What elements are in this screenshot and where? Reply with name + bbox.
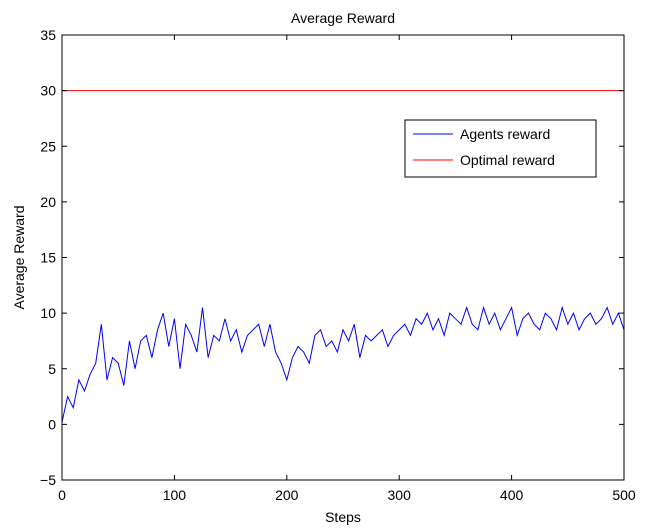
series-layer xyxy=(61,90,625,423)
y-tick-label: −5 xyxy=(40,472,56,488)
legend: Agents reward Optimal reward xyxy=(404,119,597,178)
plot-frame xyxy=(61,34,625,481)
x-tick-label: 300 xyxy=(388,487,412,503)
y-tick-label: 10 xyxy=(40,305,56,321)
x-tick-label: 500 xyxy=(612,487,636,503)
x-tick-label: 0 xyxy=(58,487,66,503)
y-tick-label: 25 xyxy=(40,138,56,154)
y-axis-title: Average Reward xyxy=(11,205,27,309)
y-tick-label: 30 xyxy=(40,83,56,99)
legend-label: Optimal reward xyxy=(460,152,555,168)
x-tick-label: 400 xyxy=(500,487,524,503)
y-tick-label: 35 xyxy=(40,27,56,43)
x-tick-label: 200 xyxy=(275,487,299,503)
x-axis-title: Steps xyxy=(325,509,361,525)
legend-label: Agents reward xyxy=(460,126,550,142)
series-line-0 xyxy=(61,305,625,423)
y-tick-label: 20 xyxy=(40,194,56,210)
x-tick-label: 100 xyxy=(163,487,187,503)
legend-box xyxy=(404,119,597,178)
y-tick-label: 5 xyxy=(48,361,56,377)
chart-title: Average Reward xyxy=(291,10,395,26)
y-tick-label: 15 xyxy=(40,250,56,266)
y-tick-label: 0 xyxy=(48,416,56,432)
